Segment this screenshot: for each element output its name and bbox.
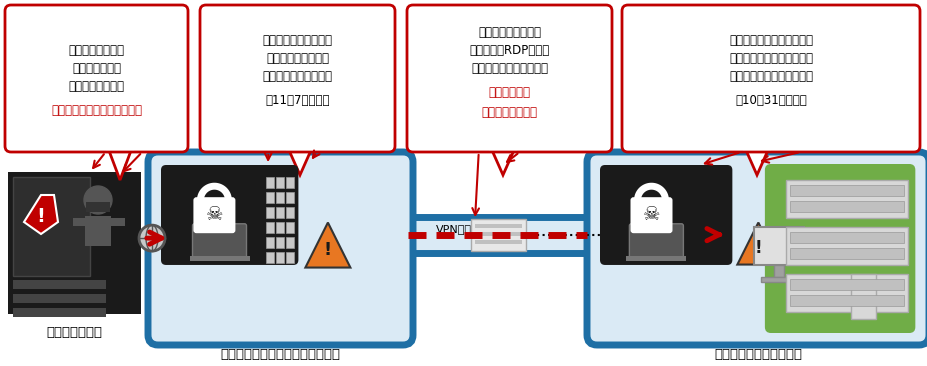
Text: データセンター内の: データセンター内の — [478, 26, 541, 38]
FancyBboxPatch shape — [5, 5, 188, 152]
Bar — [786, 180, 908, 218]
Polygon shape — [108, 148, 132, 180]
Bar — [627, 256, 686, 261]
Bar — [13, 294, 106, 303]
Bar — [276, 192, 285, 203]
Text: 大量の不正な通信を確認: 大量の不正な通信を確認 — [471, 61, 548, 75]
Bar — [266, 237, 274, 248]
Text: 侵入経路の可能性: 侵入経路の可能性 — [481, 105, 538, 119]
Text: 医療機関のネットワーク: 医療機関のネットワーク — [714, 348, 802, 362]
Text: VPNによる閉域網: VPNによる閉域網 — [436, 224, 499, 234]
Bar — [286, 192, 294, 203]
Bar — [13, 177, 90, 276]
Bar — [786, 227, 908, 265]
FancyBboxPatch shape — [600, 165, 732, 265]
Bar — [790, 295, 904, 306]
Bar — [266, 207, 274, 218]
Bar — [790, 248, 904, 259]
Bar — [85, 216, 111, 246]
Text: データセンターの: データセンターの — [69, 44, 124, 56]
Text: （11月7日公表）: （11月7日公表） — [265, 93, 330, 107]
Polygon shape — [288, 148, 312, 175]
Text: リモート接続機器: リモート接続機器 — [69, 79, 124, 93]
Text: !: ! — [36, 206, 45, 225]
Bar — [286, 252, 294, 263]
Text: 給食委託事業者のデータセンター: 給食委託事業者のデータセンター — [221, 348, 340, 362]
Polygon shape — [737, 223, 780, 265]
Bar — [266, 252, 274, 263]
Text: 提供時間の遅れが発生: 提供時間の遅れが発生 — [262, 71, 333, 83]
Bar — [786, 274, 908, 312]
FancyBboxPatch shape — [622, 5, 920, 152]
Polygon shape — [86, 202, 110, 212]
Bar — [471, 219, 526, 251]
FancyBboxPatch shape — [148, 152, 413, 345]
Bar — [286, 237, 294, 248]
Text: データセンターへの侵入原因: データセンターへの侵入原因 — [51, 104, 142, 116]
Circle shape — [84, 186, 112, 214]
Polygon shape — [24, 195, 58, 234]
FancyBboxPatch shape — [629, 224, 683, 258]
Bar — [286, 207, 294, 218]
Text: 基幹システムに障害が発生: 基幹システムに障害が発生 — [729, 71, 813, 83]
Polygon shape — [491, 148, 515, 175]
Text: 電子カルテシステムを含む: 電子カルテシステムを含む — [729, 52, 813, 66]
Bar — [475, 232, 522, 236]
Circle shape — [139, 225, 165, 251]
Bar — [73, 218, 87, 226]
Text: サーバからRDPによる: サーバからRDPによる — [469, 44, 550, 56]
Text: （10月31日公表）: （10月31日公表） — [735, 93, 806, 107]
Text: ランサムウェア感染で: ランサムウェア感染で — [262, 34, 333, 48]
Bar — [111, 218, 125, 226]
FancyBboxPatch shape — [765, 164, 915, 333]
Bar — [475, 224, 522, 228]
Text: 給食システムが停止: 給食システムが停止 — [266, 52, 329, 66]
Bar — [13, 308, 106, 317]
Bar — [266, 222, 274, 233]
Bar — [286, 177, 294, 188]
FancyBboxPatch shape — [161, 165, 298, 265]
Text: !: ! — [324, 240, 332, 258]
Text: ☠: ☠ — [206, 205, 223, 224]
Bar — [276, 252, 285, 263]
FancyBboxPatch shape — [407, 5, 612, 152]
Text: サイバー犯罪者: サイバー犯罪者 — [46, 325, 103, 339]
Bar — [755, 227, 805, 265]
Text: ランサムウェア感染により: ランサムウェア感染により — [729, 34, 813, 48]
FancyBboxPatch shape — [193, 224, 247, 258]
Bar — [790, 185, 904, 196]
Bar — [761, 277, 797, 282]
Bar — [8, 172, 141, 314]
Bar — [790, 232, 904, 243]
FancyBboxPatch shape — [200, 5, 395, 152]
Bar — [286, 222, 294, 233]
Bar — [276, 207, 285, 218]
Bar — [790, 279, 904, 290]
FancyBboxPatch shape — [630, 197, 672, 233]
Polygon shape — [305, 223, 350, 268]
Bar — [13, 280, 106, 289]
Bar — [774, 265, 784, 277]
Bar — [790, 201, 904, 212]
Bar — [276, 177, 285, 188]
FancyBboxPatch shape — [194, 197, 235, 233]
Text: メンテナンス用: メンテナンス用 — [72, 61, 121, 75]
Text: ☠: ☠ — [642, 205, 660, 224]
FancyBboxPatch shape — [587, 152, 927, 345]
Bar — [266, 177, 274, 188]
Bar — [189, 256, 249, 261]
Bar — [401, 217, 600, 253]
Polygon shape — [745, 148, 769, 175]
Bar — [276, 222, 285, 233]
Bar — [266, 192, 274, 203]
Bar — [475, 240, 522, 244]
Bar — [276, 237, 285, 248]
Text: !: ! — [755, 239, 762, 257]
Bar — [851, 274, 876, 320]
Text: 医療機関への: 医療機関への — [489, 86, 530, 98]
